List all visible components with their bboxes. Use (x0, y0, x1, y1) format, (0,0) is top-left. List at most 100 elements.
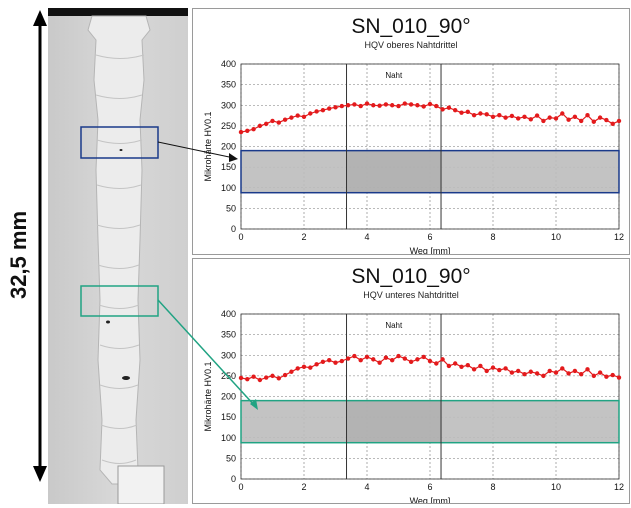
data-point (509, 113, 515, 119)
chart-panel-upper: SN_010_90° HQV oberes Nahtdrittel 0 50 100… (192, 8, 630, 256)
chart-plot-lower: 0 50 100 150 200 250 300 350 400 0 2 4 6 8 10 12 Naht Weg… (203, 309, 624, 506)
data-point (402, 101, 407, 106)
data-point (383, 355, 389, 360)
data-point (465, 362, 470, 368)
data-point (610, 121, 615, 127)
data-point (497, 112, 502, 118)
y-tick-label: 300 (221, 350, 236, 360)
data-point (402, 356, 407, 361)
y-tick-label: 50 (226, 453, 236, 463)
data-point (528, 369, 533, 374)
data-point (264, 121, 269, 127)
weld-layer-lines (95, 54, 145, 464)
annotation-naht: Naht (385, 71, 403, 80)
x-tick-label: 6 (427, 232, 432, 242)
data-point (358, 103, 363, 109)
data-point (534, 371, 540, 376)
y-tick-label: 100 (221, 433, 236, 443)
data-point (503, 366, 508, 371)
data-point (484, 112, 489, 117)
data-point (478, 111, 483, 116)
x-tick-label: 4 (364, 232, 369, 242)
data-point (282, 372, 288, 378)
data-point (503, 115, 508, 120)
y-tick-label: 150 (221, 412, 236, 422)
data-point (415, 357, 420, 362)
data-point (516, 368, 521, 374)
data-point (371, 357, 376, 362)
data-point (339, 358, 344, 364)
x-tick-label: 6 (427, 482, 432, 492)
data-point (585, 367, 590, 372)
data-point (327, 358, 332, 363)
data-point (453, 361, 458, 366)
data-point (471, 112, 477, 118)
annotation-naht: Naht (385, 321, 403, 330)
y-axis-label: Mikrohärte HV0.1 (203, 361, 213, 431)
dimension-arrow-head-bottom (33, 466, 47, 482)
data-point (604, 374, 609, 379)
data-point (257, 123, 263, 129)
data-point (522, 114, 527, 120)
data-point (553, 116, 559, 121)
data-point (427, 101, 433, 107)
y-axis-label: Mikrohärte HV0.1 (203, 111, 213, 181)
y-tick-label: 350 (221, 80, 236, 90)
data-point (314, 362, 319, 367)
chart-subtitle: HQV oberes Nahtdrittel (364, 40, 458, 50)
data-point (597, 370, 603, 375)
data-point (270, 373, 275, 379)
data-point (345, 103, 351, 108)
y-tick-label: 250 (221, 121, 236, 131)
data-point (421, 354, 426, 360)
data-point (490, 114, 496, 120)
x-tick-label: 8 (490, 482, 495, 492)
chart-subtitle: HQV unteres Nahtdrittel (363, 290, 459, 300)
data-point (320, 108, 326, 113)
dimension-label-text: 32,5 mm (6, 210, 31, 300)
data-point (579, 118, 584, 124)
data-point (553, 370, 559, 375)
data-point (257, 377, 263, 383)
data-point (339, 103, 344, 109)
data-point (440, 107, 445, 112)
data-point (541, 373, 546, 379)
data-point (547, 115, 552, 120)
data-point (327, 106, 332, 111)
data-point (314, 109, 319, 114)
data-point (579, 372, 584, 377)
data-point (377, 360, 382, 365)
y-tick-label: 150 (221, 162, 236, 172)
y-tick-label: 100 (221, 183, 236, 193)
data-point (364, 354, 370, 360)
data-point (616, 375, 622, 380)
data-point (301, 114, 307, 120)
data-point (295, 113, 300, 118)
data-point (264, 375, 269, 380)
data-point (490, 365, 496, 370)
data-point (276, 120, 281, 125)
data-point (364, 101, 370, 106)
data-point (597, 115, 603, 120)
data-point (459, 110, 464, 115)
y-tick-label: 200 (221, 392, 236, 402)
data-point (427, 358, 433, 364)
data-point (390, 103, 395, 108)
dimension-arrow-head-top (33, 10, 47, 26)
chart-title: SN_010_90° (351, 15, 471, 38)
y-tick-label: 400 (221, 309, 236, 319)
data-point (478, 363, 483, 369)
chart-title: SN_010_90° (351, 265, 471, 288)
data-point (352, 102, 357, 107)
weld-pores (106, 149, 130, 380)
top-plate-edge (48, 8, 188, 16)
data-point (308, 365, 313, 370)
y-tick-label: 0 (231, 224, 236, 234)
data-point (421, 104, 426, 109)
data-point (238, 129, 244, 135)
chart-panel-lower: SN_010_90° HQV unteres Nahtdrittel 0 50 10… (192, 258, 630, 506)
x-tick-label: 2 (301, 482, 306, 492)
data-point (560, 111, 565, 116)
data-point (251, 374, 256, 379)
